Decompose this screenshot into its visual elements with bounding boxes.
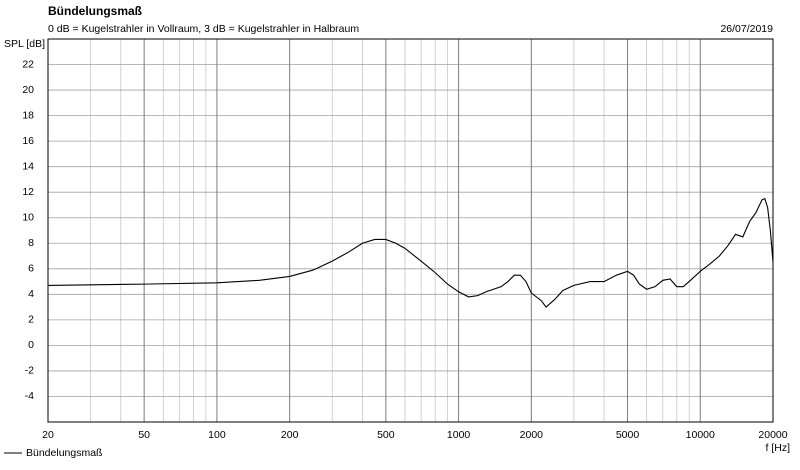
y-tick-label: 12 [22, 186, 34, 198]
y-tick-label: 10 [22, 212, 34, 224]
y-tick-label: 0 [28, 339, 34, 351]
x-axis-label: f [Hz] [765, 442, 790, 454]
x-tick-label: 20000 [758, 429, 787, 441]
x-tick-label: 5000 [616, 429, 640, 441]
data-line [47, 197, 774, 308]
x-tick-label: 100 [208, 429, 226, 441]
y-tick-label: 22 [22, 58, 34, 70]
x-tick-label: 1000 [447, 429, 471, 441]
y-tick-label: 14 [22, 160, 34, 172]
x-tick-label: 50 [138, 429, 150, 441]
y-tick-label: 20 [22, 84, 34, 96]
y-tick-label: -4 [25, 390, 34, 402]
plot-frame [47, 38, 774, 423]
legend-label: Bündelungsmaß [26, 447, 102, 459]
y-tick-label: 8 [28, 237, 34, 249]
y-tick-label: 2 [28, 314, 34, 326]
x-tick-label: 2000 [520, 429, 544, 441]
y-tick-label: 16 [22, 135, 34, 147]
x-tick-label: 10000 [686, 429, 715, 441]
chart-date: 26/07/2019 [720, 23, 773, 35]
y-tick-label: 6 [28, 263, 34, 275]
x-tick-label: 20 [42, 429, 54, 441]
y-axis-label: SPL [dB] [4, 38, 45, 50]
chart-subtitle: 0 dB = Kugelstrahler in Vollraum, 3 dB =… [48, 23, 359, 35]
x-tick-label: 500 [377, 429, 395, 441]
chart-title: Bündelungsmaß [48, 4, 142, 18]
x-tick-label: 200 [281, 429, 299, 441]
y-tick-label: 18 [22, 109, 34, 121]
y-tick-label: 4 [28, 288, 34, 300]
y-tick-label: -2 [25, 365, 34, 377]
